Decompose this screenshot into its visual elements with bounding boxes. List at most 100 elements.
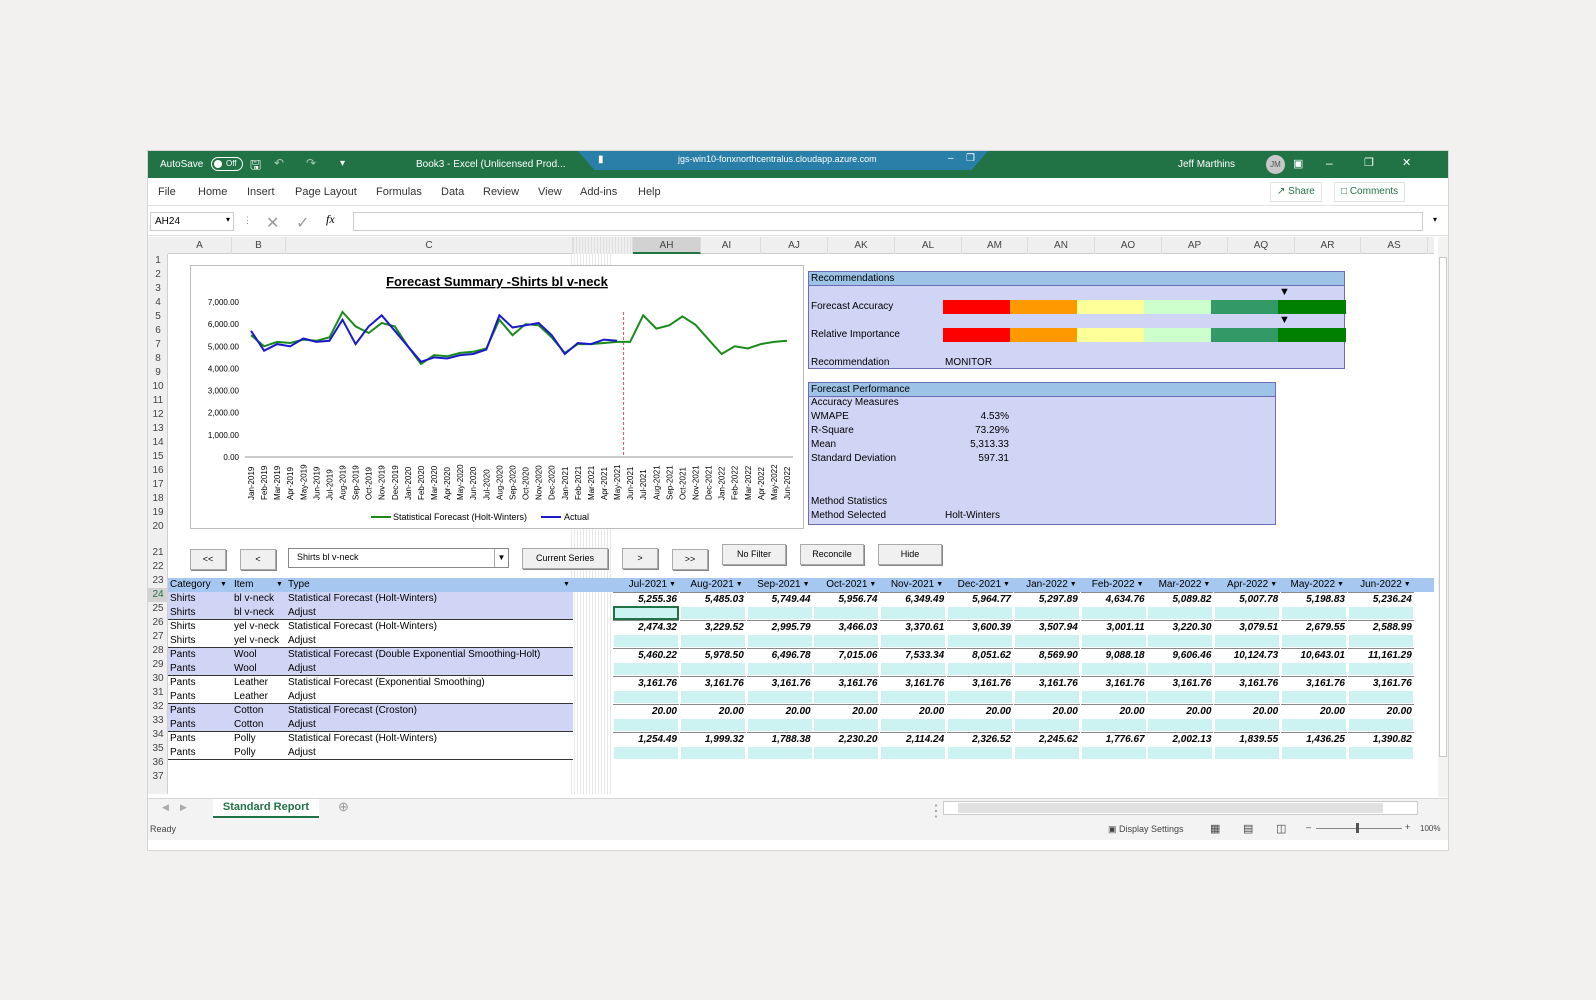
row-header-37[interactable]: 37	[152, 771, 164, 782]
adjust-input-cell[interactable]	[1281, 718, 1347, 732]
adjust-input-cell[interactable]	[679, 662, 746, 676]
row-header-25[interactable]: 25	[152, 603, 164, 614]
adjust-input-cell[interactable]	[880, 662, 947, 676]
adjust-input-cell[interactable]	[1013, 606, 1080, 620]
pin-icon[interactable]: ▮	[598, 154, 604, 165]
column-header-am[interactable]: AM	[962, 237, 1028, 254]
adjust-input-cell[interactable]	[813, 662, 880, 676]
filter-dropdown-icon[interactable]: ▼	[936, 581, 944, 588]
tab-scroll-left-icon[interactable]: ◀	[162, 802, 169, 812]
adjust-input-cell[interactable]	[679, 718, 746, 732]
row-header-12[interactable]: 12	[152, 409, 164, 420]
adjust-input-cell[interactable]	[1214, 746, 1281, 760]
adjust-input-cell[interactable]	[1214, 634, 1281, 648]
sheet-tab-standard-report[interactable]: Standard Report	[213, 799, 319, 818]
adjust-input-cell[interactable]	[1013, 718, 1080, 732]
display-settings-button[interactable]: ▣ Display Settings	[1108, 824, 1184, 835]
adjust-input-cell[interactable]	[947, 606, 1013, 620]
adjust-input-cell[interactable]	[1347, 746, 1414, 760]
vertical-scroll-thumb[interactable]	[1439, 257, 1447, 757]
filter-dropdown-icon[interactable]: ▼	[276, 581, 283, 588]
column-header-as[interactable]: AS	[1361, 237, 1428, 254]
adjust-input-cell[interactable]	[1147, 718, 1214, 732]
filter-dropdown-icon[interactable]: ▼	[1337, 581, 1344, 588]
filter-dropdown-icon[interactable]: ▼	[1003, 581, 1010, 588]
adjust-input-cell[interactable]	[746, 718, 813, 732]
row-header-31[interactable]: 31	[152, 687, 164, 698]
adjust-input-cell[interactable]	[880, 746, 947, 760]
adjust-input-cell[interactable]	[746, 746, 813, 760]
adjust-input-cell[interactable]	[746, 634, 813, 648]
adjust-input-cell[interactable]	[947, 662, 1013, 676]
name-box[interactable]: AH24 ▾	[150, 212, 234, 231]
adjust-input-cell[interactable]	[947, 718, 1013, 732]
remote-restore-icon[interactable]: ❐	[966, 153, 975, 164]
row-header-13[interactable]: 13	[152, 423, 164, 434]
row-header-1[interactable]: 1	[155, 255, 161, 266]
row-header-19[interactable]: 19	[152, 507, 164, 518]
column-header-aj[interactable]: AJ	[761, 237, 828, 254]
adjust-input-cell[interactable]	[880, 690, 947, 704]
row-header-17[interactable]: 17	[152, 479, 164, 490]
adjust-input-cell[interactable]	[947, 634, 1013, 648]
row-header-11[interactable]: 11	[152, 395, 164, 406]
row-header-28[interactable]: 28	[152, 645, 164, 656]
adjust-input-cell[interactable]	[1080, 718, 1147, 732]
row-header-15[interactable]: 15	[152, 451, 164, 462]
tab-view[interactable]: View	[538, 186, 562, 198]
adjust-input-cell[interactable]	[1080, 606, 1147, 620]
column-header-b[interactable]: B	[232, 237, 286, 254]
name-box-dropdown-icon[interactable]: ▾	[225, 215, 230, 224]
tab-help[interactable]: Help	[638, 186, 661, 198]
filter-dropdown-icon[interactable]: ▼	[1403, 581, 1411, 588]
adjust-input-cell[interactable]	[746, 606, 813, 620]
filter-dropdown-icon[interactable]: ▼	[802, 581, 810, 588]
vertical-scrollbar[interactable]	[1438, 237, 1448, 797]
row-header-3[interactable]: 3	[155, 283, 161, 294]
close-icon[interactable]: ✕	[1402, 157, 1412, 169]
last-series-button[interactable]: >>	[672, 549, 708, 570]
quick-access-dropdown-icon[interactable]: ▾	[340, 158, 346, 169]
adjust-input-cell[interactable]	[613, 606, 679, 620]
adjust-input-cell[interactable]	[679, 690, 746, 704]
comments-button[interactable]: □ Comments	[1334, 182, 1406, 202]
adjust-input-cell[interactable]	[613, 718, 679, 732]
previous-series-button[interactable]: <	[240, 549, 276, 570]
undo-icon[interactable]: ↶	[274, 156, 285, 170]
worksheet[interactable]: A B C AH AI AJ AK AL AM AN AO AP AQ AR AS 1 2 3 4 5 6 7 8 9 10 1…	[148, 237, 1438, 797]
series-select[interactable]: Shirts bl v-neck ▼	[288, 548, 509, 568]
hide-button[interactable]: Hide	[878, 544, 942, 565]
column-header-ar[interactable]: AR	[1295, 237, 1361, 254]
tab-scroll-right-icon[interactable]: ▶	[180, 802, 187, 812]
adjust-input-cell[interactable]	[1080, 662, 1147, 676]
row-header-29[interactable]: 29	[152, 659, 164, 670]
adjust-input-cell[interactable]	[1147, 746, 1214, 760]
add-sheet-icon[interactable]: ⊕	[338, 799, 349, 814]
adjust-input-cell[interactable]	[1281, 606, 1347, 620]
expand-formula-icon[interactable]: ▾	[1433, 215, 1438, 224]
adjust-input-cell[interactable]	[880, 634, 947, 648]
horizontal-scroll-thumb[interactable]	[958, 803, 1383, 813]
column-header-an[interactable]: AN	[1028, 237, 1095, 254]
adjust-input-cell[interactable]	[1347, 634, 1414, 648]
filter-dropdown-icon[interactable]: ▼	[1069, 581, 1077, 588]
row-header-5[interactable]: 5	[155, 311, 161, 322]
filter-dropdown-icon[interactable]: ▼	[1136, 581, 1144, 588]
adjust-input-cell[interactable]	[613, 662, 679, 676]
adjust-input-cell[interactable]	[1214, 718, 1281, 732]
row-header-26[interactable]: 26	[152, 617, 164, 628]
column-header-ap[interactable]: AP	[1162, 237, 1228, 254]
tab-data[interactable]: Data	[441, 186, 465, 198]
column-header-ao[interactable]: AO	[1095, 237, 1162, 254]
adjust-input-cell[interactable]	[1080, 690, 1147, 704]
adjust-input-cell[interactable]	[679, 634, 746, 648]
row-header-18[interactable]: 18	[152, 493, 164, 504]
filter-dropdown-icon[interactable]: ▼	[563, 581, 570, 588]
adjust-input-cell[interactable]	[1281, 634, 1347, 648]
adjust-input-cell[interactable]	[880, 718, 947, 732]
column-header-ah[interactable]: AH	[633, 237, 701, 254]
adjust-input-cell[interactable]	[1281, 662, 1347, 676]
cancel-icon[interactable]: ✕	[266, 215, 280, 232]
adjust-input-cell[interactable]	[1147, 662, 1214, 676]
current-series-button[interactable]: Current Series	[522, 548, 608, 569]
